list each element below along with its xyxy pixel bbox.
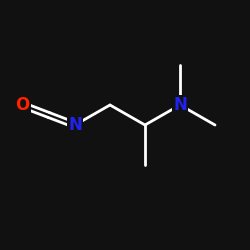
Text: N: N — [68, 116, 82, 134]
Text: N: N — [173, 96, 187, 114]
Text: O: O — [16, 96, 30, 114]
